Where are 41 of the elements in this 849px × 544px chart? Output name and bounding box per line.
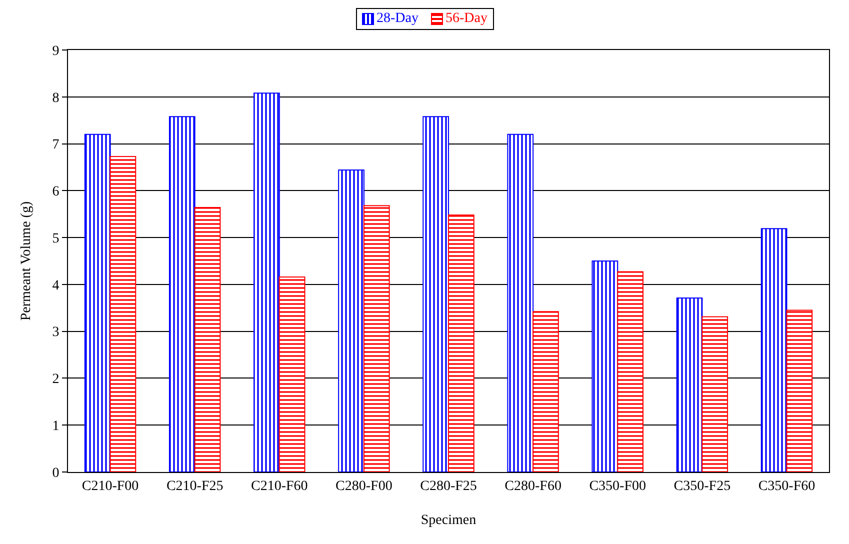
x-tick-label: C350-F60	[758, 478, 816, 494]
x-tick-label: C350-F25	[674, 478, 731, 494]
x-tick-label: C210-F25	[166, 478, 224, 494]
bar	[84, 134, 111, 472]
x-axis-title: Specimen	[420, 513, 476, 528]
bar	[448, 214, 474, 472]
y-tick-label: 6	[52, 184, 60, 200]
x-tick-label: C280-F00	[336, 478, 392, 494]
y-tick-label: 4	[52, 278, 60, 294]
text: 28-Day	[376, 11, 418, 27]
bar	[338, 170, 364, 472]
bar	[110, 156, 136, 472]
bar	[507, 134, 534, 472]
y-tick-label: 5	[52, 231, 60, 246]
bar	[278, 276, 306, 472]
y-axis-title: Permeant Volume (g)	[19, 201, 34, 321]
y-tick-label: 2	[52, 372, 60, 388]
bar	[254, 92, 280, 472]
bar	[363, 205, 390, 472]
bar	[592, 260, 618, 472]
bar	[422, 116, 449, 472]
y-tick-label: 8	[52, 90, 60, 106]
x-tick-label: C280-F60	[504, 478, 562, 494]
x-tick-label: C280-F25	[420, 478, 477, 494]
x-tick-label: C350-F00	[589, 478, 646, 494]
y-tick-label: 9	[52, 44, 60, 59]
x-tick-label: C210-F00	[82, 478, 139, 494]
y-tick-label: 7	[52, 138, 60, 153]
bar	[786, 310, 813, 472]
bar	[760, 228, 788, 472]
bar	[702, 316, 728, 472]
bar	[168, 116, 196, 472]
bar	[194, 207, 221, 472]
y-tick-label: 0	[52, 466, 60, 481]
y-tick-label: 3	[52, 325, 60, 340]
x-tick-label: C210-F60	[250, 478, 308, 494]
bar	[532, 311, 559, 472]
text: 56-Day	[446, 11, 488, 27]
bar	[676, 298, 703, 472]
bar	[617, 271, 644, 472]
y-tick-label: 1	[52, 419, 60, 434]
